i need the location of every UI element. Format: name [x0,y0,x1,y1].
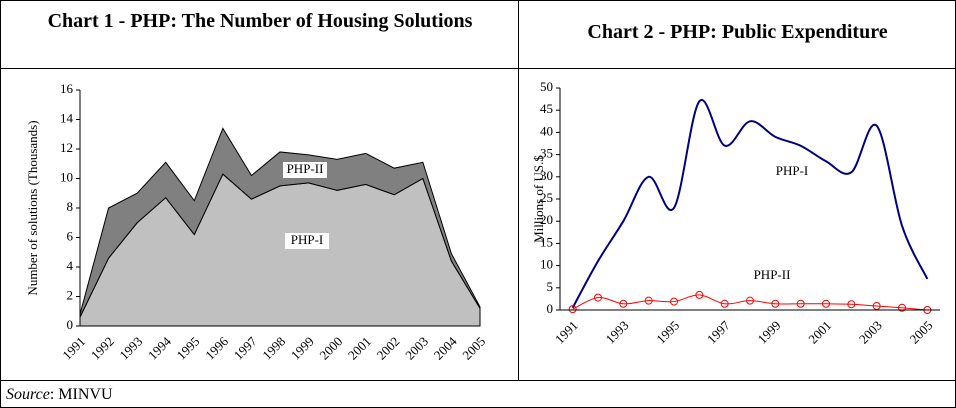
y-tick-label: 25 [540,190,553,205]
marker [746,296,754,305]
y-tick-label: 0 [547,301,554,316]
chart-title: Chart 1 - PHP: The Number of Housing Sol… [47,10,473,32]
y-tick-label: 0 [67,317,74,332]
y-tick-label: 5 [547,279,554,294]
y-tick-label: 2 [67,287,74,302]
y-tick-label: 20 [540,212,553,227]
source: Source: MINVU [6,386,113,404]
marker [847,300,856,309]
y-tick-label: 4 [67,258,74,273]
marker [619,299,628,308]
marker [796,299,805,308]
series-label: PHP-I [291,232,324,247]
y-tick-label: 35 [540,146,553,161]
marker [644,296,653,305]
y-axis-label: Number of solutions (Thousands) [25,120,40,295]
marker [720,299,729,308]
y-tick-label: 30 [540,168,553,183]
series-label: PHP-II [287,161,324,176]
chart-title: Chart 2 - PHP: Public Expenditure [587,21,888,43]
marker [594,293,602,302]
marker [898,303,906,312]
y-tick-label: 50 [540,79,553,94]
source-text: : MINVU [49,386,113,403]
series-label: PHP-II [754,267,791,282]
y-tick-label: 45 [540,101,553,116]
y-tick-label: 40 [540,123,553,138]
y-tick-label: 10 [60,169,73,184]
marker [695,290,704,299]
marker [771,299,780,308]
source-label: Source [6,386,50,403]
label-box [285,233,329,249]
marker [568,305,577,314]
y-tick-label: 12 [60,140,73,155]
y-tick-label: 8 [67,199,74,214]
area [79,127,481,318]
series-label: PHP-I [776,163,809,178]
marker [822,299,830,308]
y-tick-label: 15 [540,234,553,249]
line [571,99,929,309]
marker [670,297,678,306]
label-box [283,162,327,178]
line [572,294,928,311]
y-tick-label: 6 [67,228,74,243]
y-axis-label: Millions of US.$ [531,155,546,243]
y-tick-label: 16 [60,81,74,96]
y-tick-label: 14 [60,110,74,125]
y-tick-label: 10 [540,257,553,272]
